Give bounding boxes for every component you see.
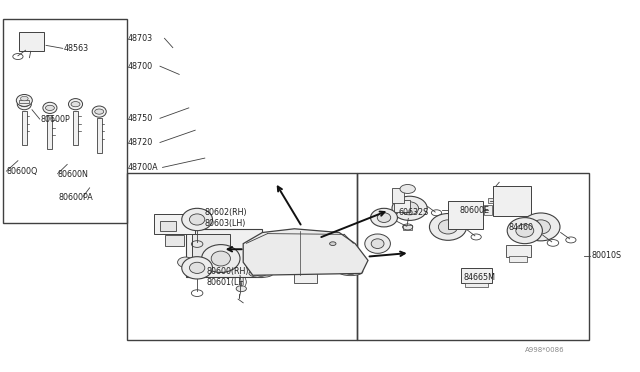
Polygon shape (243, 229, 368, 275)
Ellipse shape (17, 99, 31, 110)
Bar (275, 240, 310, 270)
Ellipse shape (68, 99, 83, 110)
Text: 80600Q: 80600Q (6, 167, 38, 176)
Bar (403, 225, 412, 230)
Text: 80600E: 80600E (460, 206, 490, 215)
Text: 60632S: 60632S (398, 208, 428, 217)
Bar (186, 229, 262, 277)
Text: 80601(LH): 80601(LH) (206, 278, 248, 287)
Ellipse shape (371, 239, 384, 248)
Ellipse shape (202, 245, 240, 272)
Bar (394, 200, 410, 212)
Circle shape (236, 286, 246, 292)
Bar (47, 115, 52, 149)
Ellipse shape (522, 213, 560, 241)
Ellipse shape (280, 246, 302, 263)
Circle shape (346, 269, 356, 275)
Bar (97, 118, 102, 153)
Ellipse shape (401, 202, 419, 215)
Bar (357, 173, 589, 340)
Circle shape (45, 105, 54, 110)
Text: 80600PA: 80600PA (59, 193, 93, 202)
Circle shape (20, 102, 29, 107)
Text: 84460: 84460 (509, 223, 534, 232)
Text: 48700: 48700 (128, 62, 153, 71)
Ellipse shape (378, 213, 390, 222)
Text: 84665M: 84665M (464, 273, 496, 282)
Text: 80600N: 80600N (58, 170, 88, 179)
Text: 48703: 48703 (128, 34, 153, 43)
Text: 80010S: 80010S (592, 251, 622, 260)
Ellipse shape (189, 214, 205, 225)
Ellipse shape (371, 208, 397, 227)
Ellipse shape (92, 106, 106, 117)
Text: 48750: 48750 (128, 114, 153, 123)
Circle shape (256, 270, 266, 276)
Text: 80600P: 80600P (40, 115, 70, 124)
Ellipse shape (249, 269, 273, 278)
Bar (3, 19, 127, 223)
Bar (465, 283, 488, 287)
Bar (509, 256, 527, 262)
Ellipse shape (339, 267, 363, 276)
Text: 80603(LH): 80603(LH) (205, 219, 246, 228)
Text: 80600(RH): 80600(RH) (206, 267, 248, 276)
Text: 48563: 48563 (64, 44, 89, 53)
Ellipse shape (182, 257, 212, 279)
Circle shape (330, 242, 336, 246)
Circle shape (400, 185, 415, 193)
Text: 48700A: 48700A (128, 163, 159, 172)
Bar (160, 221, 176, 231)
Circle shape (95, 109, 104, 114)
Bar (484, 205, 492, 215)
Bar (392, 188, 404, 203)
Ellipse shape (392, 196, 428, 220)
Bar (127, 173, 357, 340)
Text: 80602(RH): 80602(RH) (205, 208, 248, 217)
Ellipse shape (438, 220, 458, 234)
Ellipse shape (182, 208, 212, 231)
Bar (448, 201, 483, 229)
Ellipse shape (516, 224, 534, 237)
Circle shape (20, 96, 28, 101)
Ellipse shape (246, 243, 278, 267)
Ellipse shape (43, 102, 57, 113)
Ellipse shape (507, 218, 543, 244)
Ellipse shape (178, 257, 193, 267)
Ellipse shape (365, 234, 390, 253)
Bar (19, 32, 44, 51)
Bar (294, 272, 317, 283)
Circle shape (71, 102, 80, 107)
Bar (506, 245, 531, 257)
Ellipse shape (531, 220, 550, 234)
Bar (192, 234, 230, 260)
Bar (493, 186, 531, 216)
Bar (19, 100, 29, 103)
Text: A998*0086: A998*0086 (525, 347, 564, 353)
Ellipse shape (189, 262, 205, 273)
Bar (22, 111, 27, 145)
Bar (165, 235, 184, 246)
Ellipse shape (17, 94, 32, 106)
Bar (73, 111, 78, 145)
Text: 48720: 48720 (128, 138, 153, 147)
Bar (154, 214, 195, 234)
Ellipse shape (211, 251, 230, 266)
Ellipse shape (429, 214, 467, 240)
Bar (461, 268, 492, 283)
Bar (488, 198, 493, 203)
